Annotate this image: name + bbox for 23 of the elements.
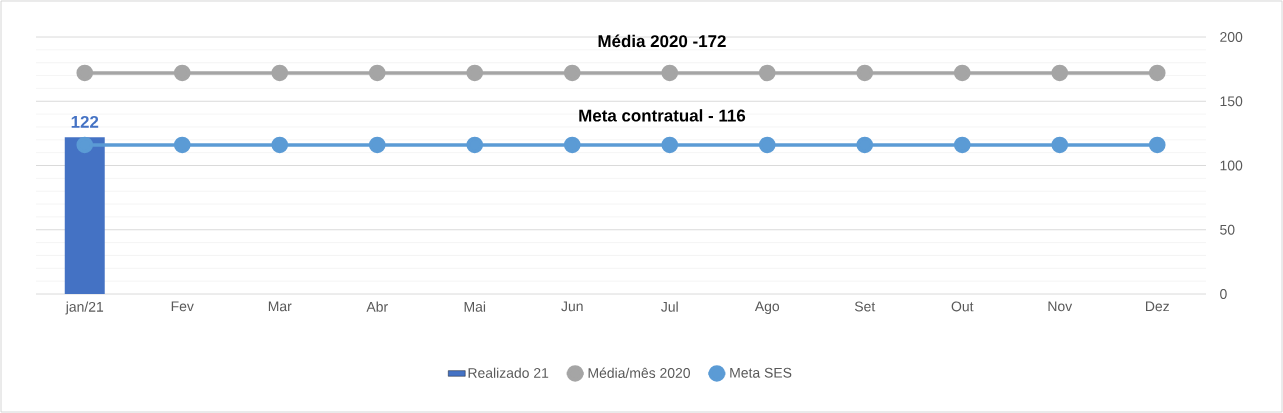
legend-label: Realizado 21 — [468, 367, 549, 378]
data-label: 122 — [71, 115, 99, 128]
x-tick-label: Jun — [561, 301, 583, 312]
y-tick-label: 200 — [1220, 32, 1243, 42]
x-tick-label: Nov — [1048, 301, 1073, 312]
x-tick-label: Set — [854, 301, 876, 312]
y-tick-label: 0 — [1220, 289, 1227, 299]
annotation: Média 2020 -172 — [598, 34, 726, 48]
annotation: Meta contratual - 116 — [579, 109, 746, 122]
x-tick-label: Mar — [268, 301, 292, 312]
legend-label: Média/mês 2020 — [588, 367, 691, 378]
x-tick-label: Mai — [464, 301, 486, 312]
x-tick-label: Abr — [366, 301, 388, 312]
x-tick-label: Dez — [1146, 301, 1169, 312]
legend-label: Meta SES — [730, 367, 792, 378]
x-tick-label: Out — [951, 301, 974, 312]
y-tick-label: 150 — [1220, 96, 1243, 107]
y-tick-label: 50 — [1220, 224, 1235, 235]
x-tick-label: jan/21 — [65, 301, 104, 315]
y-tick-label: 100 — [1220, 160, 1243, 171]
x-tick-label: Fev — [171, 301, 194, 312]
x-tick-label: Ago — [754, 301, 780, 315]
x-tick-label: Jul — [661, 301, 678, 312]
